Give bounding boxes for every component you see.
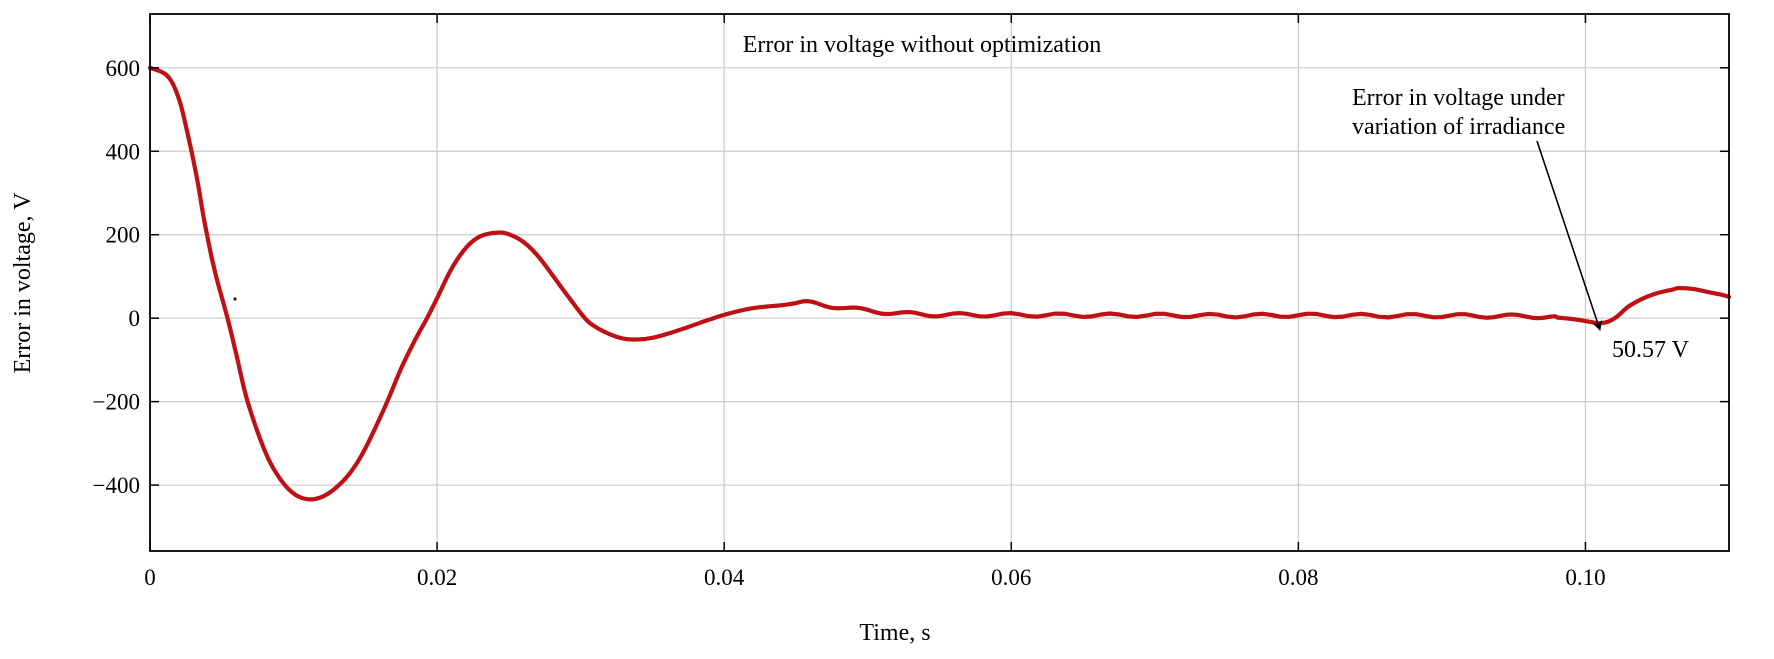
y-axis-label: Error in voltage, V <box>10 192 36 374</box>
tick-labels: 0 0.02 0.04 0.06 0.08 0.10 600 400 200 0 −200 −400 <box>93 56 1606 590</box>
annotation-arrow <box>1536 140 1602 331</box>
plot-area-border <box>149 13 1730 552</box>
x-tick-label: 0.04 <box>704 565 745 590</box>
x-tick-label: 0.06 <box>991 565 1031 590</box>
x-tick-label: 0.10 <box>1565 565 1605 590</box>
y-tick-label: 400 <box>106 139 141 164</box>
x-axis-label: Time, s <box>859 620 930 646</box>
y-tick-label: 200 <box>106 223 141 248</box>
y-tick-label: 0 <box>129 306 141 331</box>
series-layer <box>147 65 1732 502</box>
x-tick-label: 0 <box>144 565 156 590</box>
error-voltage-curve <box>147 65 1732 502</box>
stray-dot-artifact <box>233 297 237 301</box>
x-tick-label: 0.08 <box>1278 565 1318 590</box>
chart-title: Error in voltage without optimization <box>743 32 1102 58</box>
x-tick-label: 0.02 <box>417 565 457 590</box>
annotation-text-line2: variation of irradiance <box>1352 114 1565 140</box>
annotation-text-line1: Error in voltage under <box>1352 85 1565 111</box>
annotation-value-label: 50.57 V <box>1612 337 1690 363</box>
y-tick-label: 600 <box>106 56 141 81</box>
tick-marks <box>149 14 1729 551</box>
y-tick-label: −200 <box>93 390 140 415</box>
y-tick-label: −400 <box>93 473 140 498</box>
